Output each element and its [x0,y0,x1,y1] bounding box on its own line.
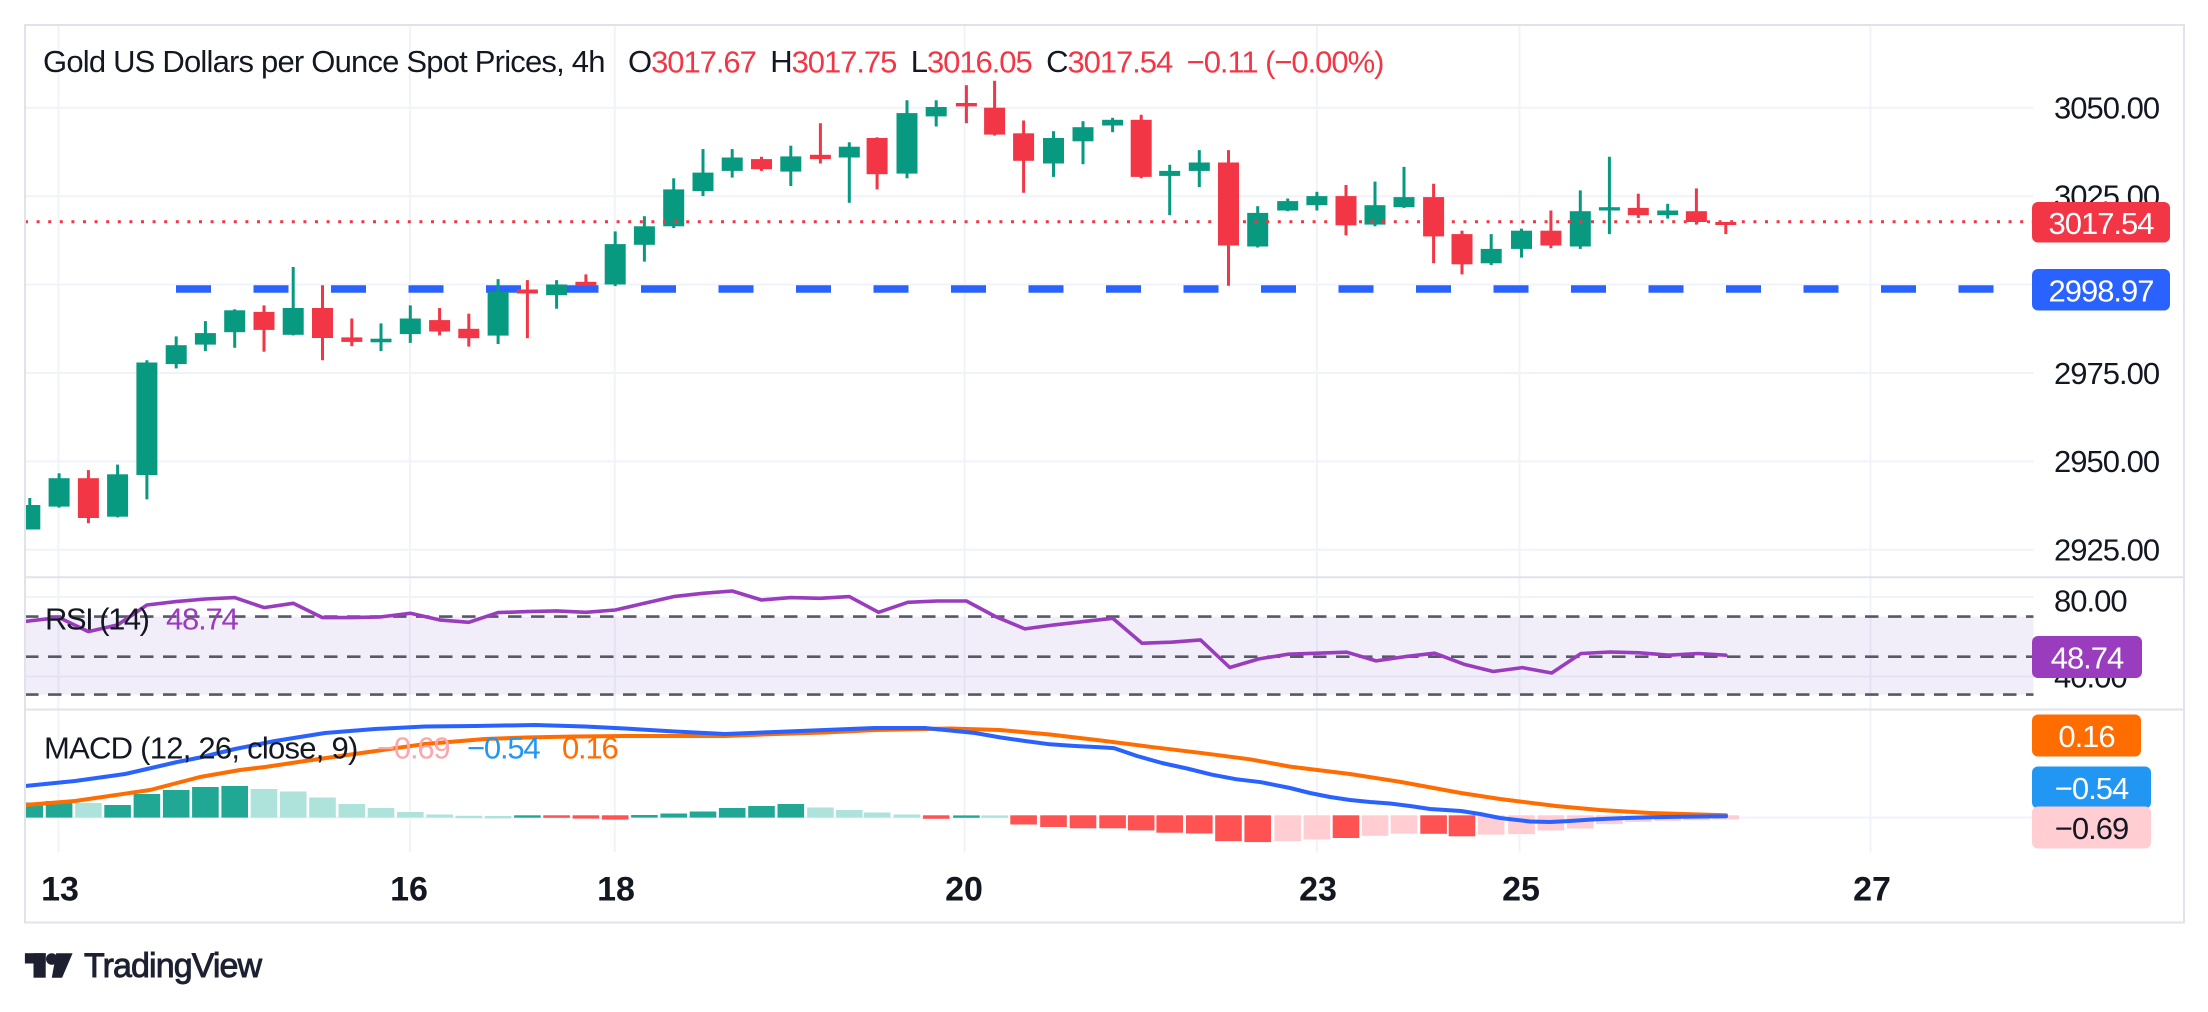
svg-text:RSI (14): RSI (14) [45,602,149,637]
svg-text:80.00: 80.00 [2054,584,2127,619]
svg-text:2975.00: 2975.00 [2054,356,2160,391]
svg-text:16: 16 [390,871,428,909]
svg-text:2925.00: 2925.00 [2054,532,2160,567]
svg-text:Gold US Dollars per Ounce Spot: Gold US Dollars per Ounce Spot Prices, 4… [43,44,605,79]
svg-text:−0.69: −0.69 [2055,811,2128,846]
svg-text:27: 27 [1853,871,1891,909]
svg-text:2998.97: 2998.97 [2048,273,2153,308]
svg-text:18: 18 [597,871,635,909]
svg-text:0.16: 0.16 [2058,719,2114,754]
svg-text:−0.54: −0.54 [2055,771,2129,806]
svg-text:23: 23 [1299,871,1337,909]
svg-text:O3017.67 H3017.75 L3016.05 C30: O3017.67 H3017.75 L3016.05 C3017.54 −0.1… [628,44,1383,79]
svg-text:48.74: 48.74 [2051,641,2124,676]
svg-text:−0.69: −0.69 [377,731,449,766]
svg-text:0.16: 0.16 [562,731,618,766]
svg-text:25: 25 [1502,871,1540,909]
svg-text:−0.54: −0.54 [467,731,540,766]
svg-text:20: 20 [945,871,983,909]
svg-text:13: 13 [41,871,79,909]
svg-text:MACD (12, 26, close, 9): MACD (12, 26, close, 9) [44,731,358,766]
svg-text:TradingView: TradingView [84,947,263,985]
svg-text:3017.54: 3017.54 [2048,206,2154,241]
svg-text:48.74: 48.74 [166,602,239,637]
svg-text:2950.00: 2950.00 [2054,444,2160,479]
svg-text:3050.00: 3050.00 [2054,90,2160,125]
